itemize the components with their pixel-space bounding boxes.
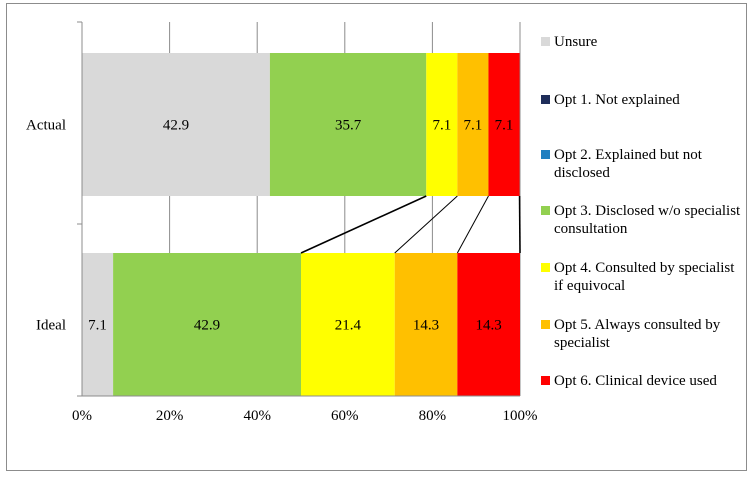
legend-swatch [541, 320, 550, 329]
x-tick-label: 0% [72, 408, 92, 424]
x-tick-labels: 0% 20% 40% 60% 80% 100% [72, 408, 538, 424]
data-label: 21.4 [335, 318, 362, 334]
series-line [456, 195, 489, 254]
legend-item: Unsure [541, 33, 746, 51]
bar-segment [457, 53, 489, 196]
data-label: 7.1 [464, 118, 483, 134]
legend: Unsure Opt 1. Not explained Opt 2. Explain… [541, 0, 751, 477]
legend-label: Opt 4. Consulted by specialist if equivo… [554, 260, 735, 294]
category-labels: Actual Ideal [26, 118, 66, 334]
bar-segment [301, 253, 395, 396]
data-label: 7.1 [432, 118, 451, 134]
legend-label: Unsure [554, 34, 598, 50]
x-tick-label: 40% [243, 408, 271, 424]
bar-segment [488, 53, 520, 196]
x-tick-label: 100% [503, 408, 538, 424]
x-tick-label: 60% [331, 408, 359, 424]
legend-item: Opt 1. Not explained [541, 91, 746, 109]
data-labels: 42.9 35.7 7.1 7.1 7.1 7.1 42.9 21.4 14.3 14.3 [88, 118, 513, 334]
legend-item: Opt 2. Explained but not disclosed [541, 146, 746, 182]
legend-label: Opt 1. Not explained [554, 92, 680, 108]
legend-item: Opt 5. Always consulted by specialist [541, 316, 746, 352]
legend-item: Opt 6. Clinical device used [541, 372, 746, 390]
legend-swatch [541, 95, 550, 104]
legend-swatch [541, 150, 550, 159]
data-label: 7.1 [88, 318, 107, 334]
data-label: 14.3 [413, 318, 439, 334]
bar-segment [394, 253, 458, 396]
category-label: Actual [26, 118, 66, 134]
x-tick-label: 20% [156, 408, 184, 424]
bar-segment [82, 253, 114, 396]
category-label: Ideal [36, 318, 66, 334]
series-lines [113, 195, 521, 254]
series-line [394, 195, 458, 254]
bar-segment [82, 53, 270, 196]
series-line [300, 195, 427, 254]
legend-label: Opt 5. Always consulted by specialist [554, 317, 721, 351]
legend-swatch [541, 206, 550, 215]
x-tick-label: 80% [419, 408, 447, 424]
bar-segment [457, 253, 520, 396]
legend-swatch [541, 37, 550, 46]
data-label: 14.3 [476, 318, 502, 334]
legend-swatch [541, 263, 550, 272]
bar-segment [113, 253, 302, 396]
legend-label: Opt 6. Clinical device used [554, 373, 717, 389]
legend-item: Opt 3. Disclosed w/o specialist consulta… [541, 202, 746, 238]
data-label: 42.9 [163, 118, 189, 134]
data-label: 42.9 [194, 318, 220, 334]
data-label: 7.1 [495, 118, 514, 134]
legend-item: Opt 4. Consulted by specialist if equivo… [541, 259, 746, 295]
data-label: 35.7 [335, 118, 362, 134]
legend-label: Opt 2. Explained but not disclosed [554, 147, 702, 181]
bar-segment [269, 53, 427, 196]
series-line-hidden [113, 196, 270, 253]
bars [82, 53, 520, 396]
bar-segment [426, 53, 458, 196]
legend-label: Opt 3. Disclosed w/o specialist consulta… [554, 203, 741, 237]
axes [77, 21, 520, 397]
legend-swatch [541, 376, 550, 385]
